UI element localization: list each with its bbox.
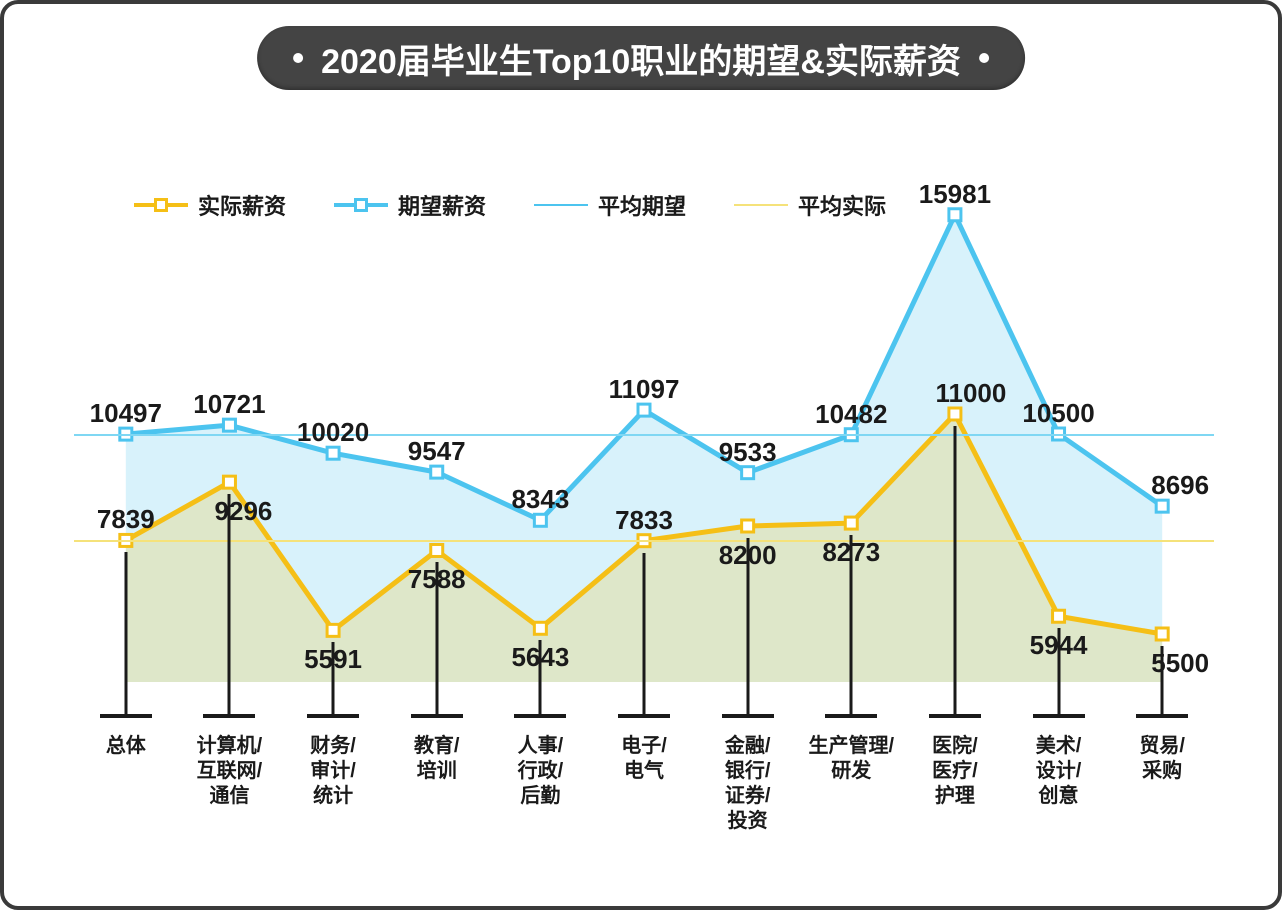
marker-expected-10 xyxy=(1156,500,1168,512)
value-label-actual-8: 11000 xyxy=(935,378,1006,409)
marker-expected-1 xyxy=(223,419,235,431)
marker-actual-2 xyxy=(327,624,339,636)
marker-expected-6 xyxy=(742,467,754,479)
category-tick-6 xyxy=(722,714,774,718)
value-label-actual-6: 8200 xyxy=(719,540,777,571)
category-tick-9 xyxy=(1033,714,1085,718)
value-label-expected-4: 8343 xyxy=(511,484,569,515)
marker-expected-2 xyxy=(327,447,339,459)
marker-actual-4 xyxy=(534,622,546,634)
value-label-expected-2: 10020 xyxy=(297,417,369,448)
value-label-expected-3: 9547 xyxy=(408,436,466,467)
chart-title-pill: 2020届毕业生Top10职业的期望&实际薪资 xyxy=(257,26,1025,90)
marker-expected-3 xyxy=(431,466,443,478)
marker-actual-8 xyxy=(949,408,961,420)
avg-actual-line xyxy=(74,540,1214,542)
title-dot-left xyxy=(293,53,303,63)
category-label-8: 医院/医疗/护理 xyxy=(932,734,978,809)
value-label-expected-8: 15981 xyxy=(919,179,991,210)
value-label-expected-0: 10497 xyxy=(90,398,162,429)
value-label-actual-10: 5500 xyxy=(1151,648,1209,679)
marker-expected-4 xyxy=(534,514,546,526)
value-label-actual-3: 7588 xyxy=(408,564,466,595)
category-label-0: 总体 xyxy=(106,734,146,759)
category-tick-1 xyxy=(203,714,255,718)
value-label-actual-4: 5643 xyxy=(511,642,569,673)
value-label-expected-6: 9533 xyxy=(719,437,777,468)
chart-title-text: 2020届毕业生Top10职业的期望&实际薪资 xyxy=(321,34,961,83)
marker-expected-5 xyxy=(638,404,650,416)
category-tick-5 xyxy=(618,714,670,718)
value-label-expected-10: 8696 xyxy=(1151,470,1209,501)
value-label-expected-5: 11097 xyxy=(609,374,680,405)
marker-actual-7 xyxy=(845,517,857,529)
marker-actual-10 xyxy=(1156,628,1168,640)
value-label-expected-9: 10500 xyxy=(1022,398,1094,429)
marker-actual-1 xyxy=(223,476,235,488)
value-label-expected-1: 10721 xyxy=(193,389,265,420)
value-label-expected-7: 10482 xyxy=(815,399,887,430)
category-label-5: 电子/电气 xyxy=(621,734,667,784)
category-tick-0 xyxy=(100,714,152,718)
category-tick-10 xyxy=(1136,714,1188,718)
category-label-4: 人事/行政/后勤 xyxy=(518,734,564,809)
category-tick-7 xyxy=(825,714,877,718)
category-label-7: 生产管理/研发 xyxy=(808,734,894,784)
category-label-10: 贸易/采购 xyxy=(1139,734,1185,784)
value-label-actual-2: 5591 xyxy=(304,644,362,675)
title-dot-right xyxy=(979,53,989,63)
value-label-actual-7: 8273 xyxy=(822,537,880,568)
value-label-actual-0: 7839 xyxy=(97,504,155,535)
value-label-actual-9: 5944 xyxy=(1030,630,1088,661)
category-label-9: 美术/设计/创意 xyxy=(1036,734,1082,809)
category-tick-8 xyxy=(929,714,981,718)
avg-expected-line xyxy=(74,434,1214,436)
category-label-2: 财务/审计/统计 xyxy=(310,734,356,809)
drop-line-5 xyxy=(643,553,646,714)
category-tick-3 xyxy=(411,714,463,718)
category-label-6: 金融/银行/证券/投资 xyxy=(725,734,771,834)
drop-line-0 xyxy=(124,552,127,714)
marker-actual-9 xyxy=(1053,610,1065,622)
marker-expected-8 xyxy=(949,209,961,221)
category-label-1: 计算机/互联网/通信 xyxy=(197,734,263,809)
marker-actual-6 xyxy=(742,520,754,532)
value-label-actual-1: 9296 xyxy=(215,496,273,527)
drop-line-8 xyxy=(953,426,956,714)
category-label-3: 教育/培训 xyxy=(414,734,460,784)
category-tick-4 xyxy=(514,714,566,718)
value-label-actual-5: 7833 xyxy=(615,505,673,536)
marker-actual-3 xyxy=(431,544,443,556)
plot-area: 总体计算机/互联网/通信财务/审计/统计教育/培训人事/行政/后勤电子/电气金融… xyxy=(74,174,1214,734)
category-tick-2 xyxy=(307,714,359,718)
chart-frame: 2020届毕业生Top10职业的期望&实际薪资 实际薪资期望薪资平均期望平均实际… xyxy=(0,0,1282,910)
